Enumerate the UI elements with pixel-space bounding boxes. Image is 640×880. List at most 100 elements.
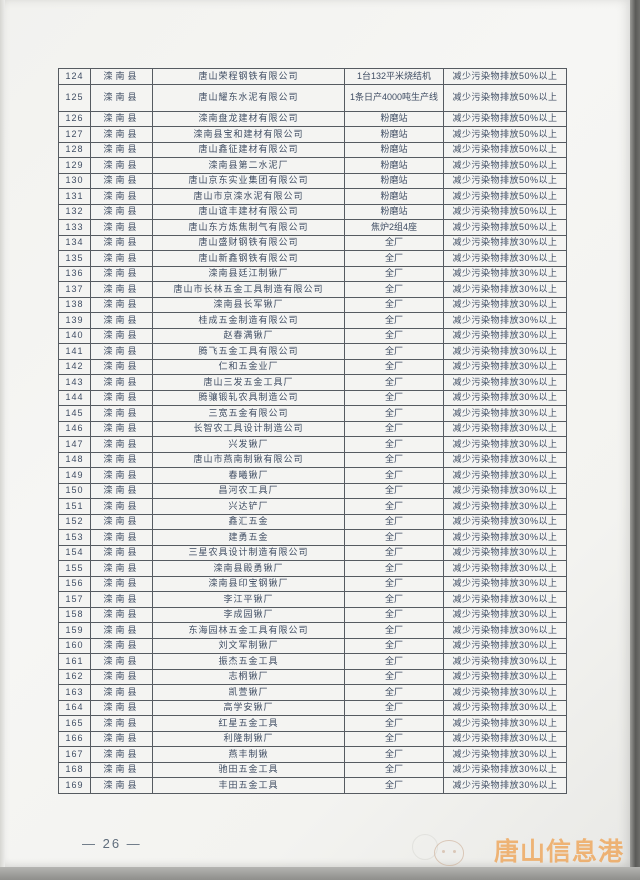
cell-no: 129 — [58, 157, 91, 174]
cell-county: 滦南县 — [90, 157, 153, 174]
cell-county: 滦南县 — [90, 110, 153, 127]
table-row: 125 滦南县 唐山耀东水泥有限公司 1条日产4000吨生产线 减少污染物排放50%以上 — [58, 83, 567, 112]
cell-no: 169 — [58, 777, 91, 794]
cell-company: 唐山市燕南制锹有限公司 — [152, 451, 345, 468]
cell-county: 滦南县 — [90, 374, 153, 391]
cell-facility: 粉磨站 — [344, 110, 444, 127]
table-row: 140 滦南县 赵春满锹厂 全厂 减少污染物排放30%以上 — [58, 327, 567, 344]
cell-company: 滦南县廷江制锹厂 — [152, 265, 345, 282]
cell-no: 124 — [58, 68, 91, 85]
cell-facility: 全厂 — [344, 622, 444, 639]
cell-measure: 减少污染物排放30%以上 — [443, 343, 567, 360]
cell-facility: 全厂 — [344, 668, 444, 685]
cell-no: 134 — [58, 234, 91, 251]
cell-facility: 全厂 — [344, 281, 444, 298]
cell-facility: 全厂 — [344, 265, 444, 282]
cell-facility: 全厂 — [344, 296, 444, 313]
cell-facility: 全厂 — [344, 715, 444, 732]
cell-county: 滦南县 — [90, 436, 153, 453]
cell-company: 丰田五金工具 — [152, 777, 345, 794]
cell-county: 滦南县 — [90, 746, 153, 763]
cell-company: 春曦锹厂 — [152, 467, 345, 484]
cell-measure: 减少污染物排放30%以上 — [443, 544, 567, 561]
cell-county: 滦南县 — [90, 544, 153, 561]
cell-company: 鑫汇五金 — [152, 513, 345, 530]
cell-measure: 减少污染物排放30%以上 — [443, 777, 567, 794]
table-row: 146 滦南县 长智农工具设计制造公司 全厂 减少污染物排放30%以上 — [58, 420, 567, 437]
cell-facility: 全厂 — [344, 482, 444, 499]
table-row: 136 滦南县 滦南县廷江制锹厂 全厂 减少污染物排放30%以上 — [58, 265, 567, 282]
cell-county: 滦南县 — [90, 219, 153, 236]
table-row: 131 滦南县 唐山市京滦水泥有限公司 粉磨站 减少污染物排放50%以上 — [58, 188, 567, 205]
cell-measure: 减少污染物排放30%以上 — [443, 653, 567, 670]
cell-company: 唐山盛财钢铁有限公司 — [152, 234, 345, 251]
cell-company: 唐山京东实业集团有限公司 — [152, 172, 345, 189]
cell-measure: 减少污染物排放30%以上 — [443, 296, 567, 313]
cell-measure: 减少污染物排放30%以上 — [443, 374, 567, 391]
cell-no: 145 — [58, 405, 91, 422]
cell-company: 刘文军制锹厂 — [152, 637, 345, 654]
cell-company: 唐山新鑫钢铁有限公司 — [152, 250, 345, 267]
cell-county: 滦南县 — [90, 560, 153, 577]
cell-facility: 全厂 — [344, 560, 444, 577]
cell-measure: 减少污染物排放50%以上 — [443, 157, 567, 174]
cell-facility: 全厂 — [344, 467, 444, 484]
table-row: 133 滦南县 唐山东方炼焦制气有限公司 焦炉2组4座 减少污染物排放50%以上 — [58, 219, 567, 236]
cell-company: 三星农具设计制造有限公司 — [152, 544, 345, 561]
cell-company: 驰田五金工具 — [152, 761, 345, 778]
cell-no: 148 — [58, 451, 91, 468]
cell-county: 滦南县 — [90, 312, 153, 329]
cell-no: 163 — [58, 684, 91, 701]
table-row: 162 滦南县 志桐锹厂 全厂 减少污染物排放30%以上 — [58, 668, 567, 685]
cell-county: 滦南县 — [90, 405, 153, 422]
table-row: 141 滦南县 腾飞五金工具有限公司 全厂 减少污染物排放30%以上 — [58, 343, 567, 360]
cell-no: 138 — [58, 296, 91, 313]
cell-facility: 粉磨站 — [344, 157, 444, 174]
cell-facility: 粉磨站 — [344, 188, 444, 205]
cell-company: 长智农工具设计制造公司 — [152, 420, 345, 437]
cell-county: 滦南县 — [90, 668, 153, 685]
cell-county: 滦南县 — [90, 234, 153, 251]
cell-company: 腾骧锻轧农具制造公司 — [152, 389, 345, 406]
cell-facility: 全厂 — [344, 761, 444, 778]
cell-measure: 减少污染物排放50%以上 — [443, 68, 567, 85]
cell-county: 滦南县 — [90, 482, 153, 499]
cell-county: 滦南县 — [90, 281, 153, 298]
cell-facility: 全厂 — [344, 327, 444, 344]
cell-company: 唐山市京滦水泥有限公司 — [152, 188, 345, 205]
cell-measure: 减少污染物排放50%以上 — [443, 172, 567, 189]
cell-measure: 减少污染物排放30%以上 — [443, 699, 567, 716]
cell-county: 滦南县 — [90, 265, 153, 282]
cell-company: 兴发锹厂 — [152, 436, 345, 453]
cell-facility: 全厂 — [344, 250, 444, 267]
table-row: 126 滦南县 滦南盘龙建材有限公司 粉磨站 减少污染物排放50%以上 — [58, 110, 567, 127]
scan-bottom-edge — [0, 867, 640, 880]
table-row: 166 滦南县 利隆制锹厂 全厂 减少污染物排放30%以上 — [58, 730, 567, 747]
cell-measure: 减少污染物排放50%以上 — [443, 188, 567, 205]
cell-county: 滦南县 — [90, 637, 153, 654]
cell-company: 唐山耀东水泥有限公司 — [152, 83, 345, 112]
cell-company: 李成园锹厂 — [152, 606, 345, 623]
cell-facility: 焦炉2组4座 — [344, 219, 444, 236]
cell-county: 滦南县 — [90, 203, 153, 220]
cell-facility: 全厂 — [344, 575, 444, 592]
cell-no: 125 — [58, 83, 91, 112]
cell-no: 167 — [58, 746, 91, 763]
table-row: 129 滦南县 滦南县第二水泥厂 粉磨站 减少污染物排放50%以上 — [58, 157, 567, 174]
cell-county: 滦南县 — [90, 653, 153, 670]
cell-county: 滦南县 — [90, 467, 153, 484]
cell-facility: 全厂 — [344, 498, 444, 515]
cell-facility: 全厂 — [344, 343, 444, 360]
cell-no: 140 — [58, 327, 91, 344]
cell-company: 滦南县宝和建材有限公司 — [152, 126, 345, 143]
cell-county: 滦南县 — [90, 451, 153, 468]
cell-no: 128 — [58, 141, 91, 158]
table-row: 161 滦南县 振杰五金工具 全厂 减少污染物排放30%以上 — [58, 653, 567, 670]
table-row: 165 滦南县 红星五金工具 全厂 减少污染物排放30%以上 — [58, 715, 567, 732]
cell-facility: 粉磨站 — [344, 126, 444, 143]
cell-company: 凯萱锹厂 — [152, 684, 345, 701]
cell-measure: 减少污染物排放30%以上 — [443, 761, 567, 778]
cell-measure: 减少污染物排放30%以上 — [443, 606, 567, 623]
cell-county: 滦南县 — [90, 622, 153, 639]
cell-company: 唐山三发五金工具厂 — [152, 374, 345, 391]
